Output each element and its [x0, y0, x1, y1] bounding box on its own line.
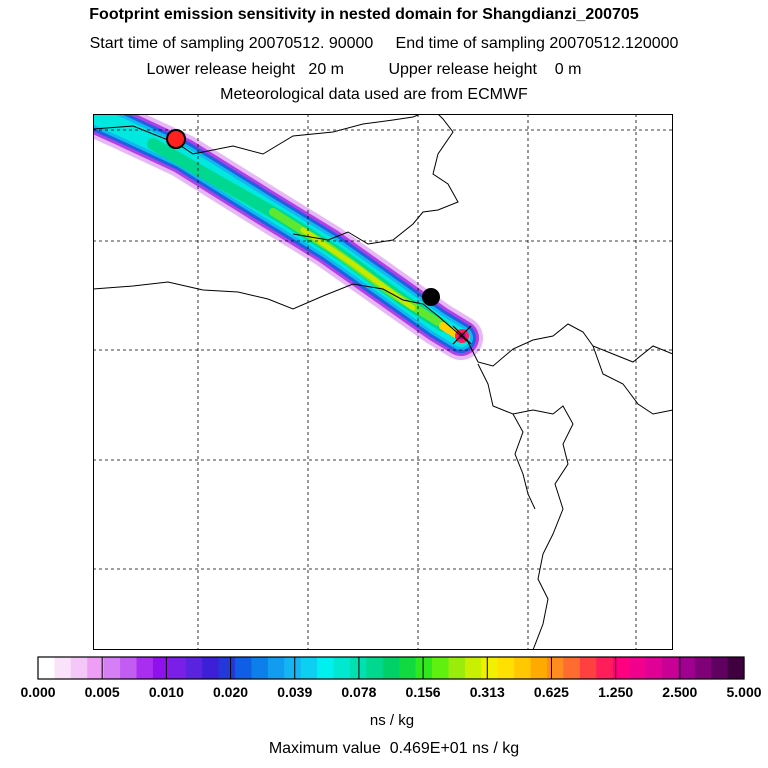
- colorbar-cell: [563, 657, 581, 679]
- colorbar-cell: [120, 657, 138, 679]
- coastline: [93, 114, 673, 650]
- sampling-time-line: Start time of sampling 20070512. 90000 E…: [89, 35, 679, 52]
- map-frame: [93, 114, 673, 650]
- colorbar-cell: [54, 657, 72, 679]
- footprint-map: [93, 114, 673, 650]
- colorbar-tick-label: 1.250: [598, 684, 634, 700]
- colorbar-cell: [218, 657, 236, 679]
- colorbar-tick-label: 0.010: [148, 684, 184, 700]
- colorbar-cell: [399, 657, 417, 679]
- colorbar-cell: [415, 657, 433, 679]
- release-height-line: Lower release height 20 m Upper release …: [146, 61, 582, 78]
- colorbar-cell: [661, 657, 679, 679]
- colorbar-cell: [284, 657, 302, 679]
- colorbar-cell: [711, 657, 729, 679]
- colorbar-cell: [432, 657, 450, 679]
- meteorological-data-line: Meteorological data used are from ECMWF: [220, 86, 528, 103]
- colorbar-cell: [481, 657, 499, 679]
- colorbar-cell: [579, 657, 597, 679]
- plot-title: Footprint emission sensitivity in nested…: [89, 6, 639, 23]
- colorbar-cell: [202, 657, 220, 679]
- colorbar-tick-label: 0.625: [533, 684, 569, 700]
- colorbar-cell: [87, 657, 105, 679]
- colorbar-unit: ns / kg: [369, 712, 415, 729]
- colorbar-cell: [333, 657, 351, 679]
- trajectory-point-marker: [422, 288, 440, 306]
- colorbar-cell: [629, 657, 647, 679]
- colorbar-cell: [169, 657, 187, 679]
- colorbar-cell: [645, 657, 663, 679]
- colorbar-tick-label: 5.000: [726, 684, 762, 700]
- receptor-cross-marker: [452, 325, 472, 345]
- colorbar-tick-label: 0.156: [405, 684, 441, 700]
- colorbar-tick-label: 0.000: [20, 684, 56, 700]
- colorbar-cell: [103, 657, 121, 679]
- colorbar-cell: [136, 657, 154, 679]
- colorbar-cell: [235, 657, 253, 679]
- colorbar-cell: [678, 657, 696, 679]
- colorbar-cell: [251, 657, 269, 679]
- colorbar-cell: [596, 657, 614, 679]
- colorbar-tick-label: 0.039: [277, 684, 313, 700]
- colorbar-cell: [612, 657, 630, 679]
- colorbar-tick-label: 0.020: [213, 684, 249, 700]
- colorbar-cell: [546, 657, 564, 679]
- colorbar-cell: [448, 657, 466, 679]
- colorbar-cell: [267, 657, 285, 679]
- colorbar-cell: [514, 657, 532, 679]
- colorbar-cell: [366, 657, 384, 679]
- graticule: [93, 114, 673, 650]
- colorbar-tick-label: 2.500: [662, 684, 698, 700]
- colorbar-tick-label: 0.078: [341, 684, 377, 700]
- colorbar-cell: [185, 657, 203, 679]
- colorbar-tick-label: 0.313: [469, 684, 505, 700]
- release-site-marker: [166, 129, 186, 149]
- colorbar-cell: [694, 657, 712, 679]
- colorbar-cell: [497, 657, 515, 679]
- colorbar: [37, 656, 745, 680]
- colorbar-cell: [317, 657, 335, 679]
- colorbar-tick-label: 0.005: [84, 684, 120, 700]
- colorbar-cell: [464, 657, 482, 679]
- colorbar-cell: [727, 657, 745, 679]
- colorbar-cell: [38, 657, 56, 679]
- footprint-plume: [93, 114, 483, 360]
- colorbar-cell: [70, 657, 88, 679]
- colorbar-cell: [382, 657, 400, 679]
- colorbar-cell: [530, 657, 548, 679]
- colorbar-cell: [152, 657, 170, 679]
- colorbar-cell: [300, 657, 318, 679]
- maximum-value: Maximum value 0.469E+01 ns / kg: [268, 740, 520, 757]
